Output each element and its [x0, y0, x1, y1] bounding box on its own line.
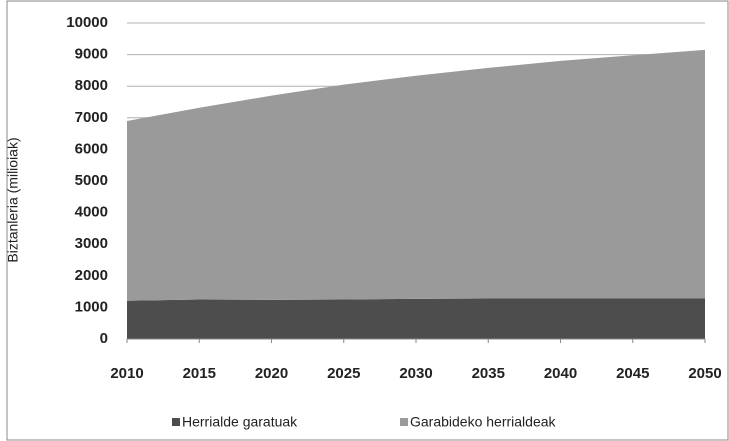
x-tick-label: 2045 [616, 365, 649, 382]
x-tick-label: 2015 [183, 365, 216, 382]
y-tick-label: 1000 [75, 298, 108, 315]
x-tick-label: 2050 [688, 365, 721, 382]
x-tick-label: 2010 [110, 365, 143, 382]
y-tick-label: 3000 [75, 235, 108, 252]
y-tick-label: 8000 [75, 77, 108, 94]
y-tick-label: 2000 [75, 267, 108, 284]
x-tick-label: 2030 [399, 365, 432, 382]
y-tick-label: 10000 [66, 14, 108, 31]
y-tick-label: 0 [100, 330, 108, 347]
legend-label: Garabideko herrialdeak [410, 414, 557, 430]
y-tick-label: 9000 [75, 46, 108, 63]
x-tick-label: 2025 [327, 365, 360, 382]
area [127, 49, 705, 301]
legend-swatch [400, 418, 408, 426]
x-tick-label: 2040 [544, 365, 577, 382]
area [127, 298, 705, 339]
legend-label: Herrialde garatuak [182, 414, 298, 430]
y-tick-label: 4000 [75, 204, 108, 221]
y-tick-label: 6000 [75, 140, 108, 157]
legend-swatch [172, 418, 180, 426]
y-tick-label: 7000 [75, 109, 108, 126]
x-tick-label: 2035 [472, 365, 505, 382]
x-tick-label: 2020 [255, 365, 288, 382]
y-axis-label: Biztanleria (milioiak) [5, 137, 21, 262]
y-tick-label: 5000 [75, 172, 108, 189]
